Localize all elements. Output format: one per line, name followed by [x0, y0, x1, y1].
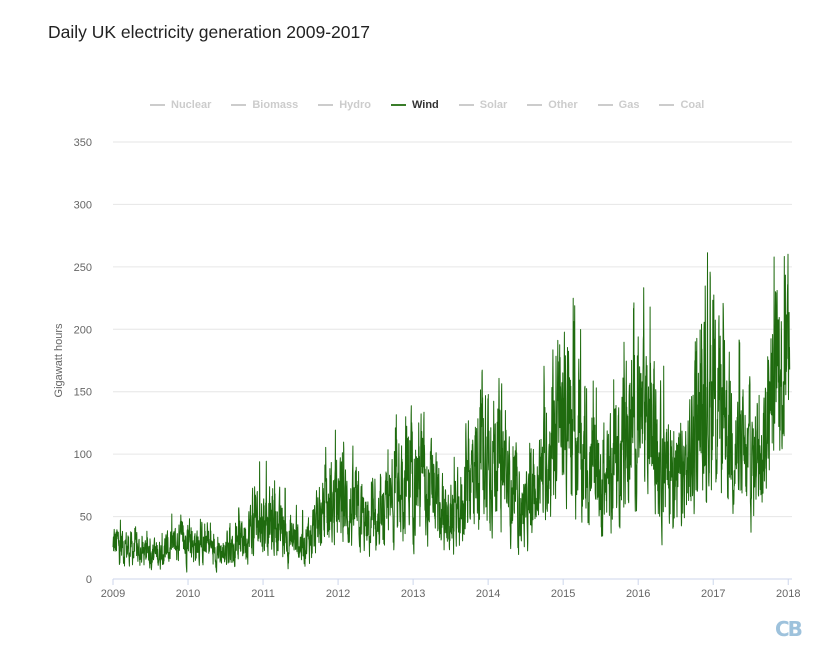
y-tick-label: 0 [86, 574, 92, 586]
y-axis-label: Gigawatt hours [53, 323, 65, 397]
x-tick-label: 2015 [551, 588, 575, 600]
legend-label: Biomass [252, 99, 299, 111]
legend-label: Solar [479, 99, 508, 111]
x-tick-label: 2010 [176, 588, 200, 600]
legend-item-solar[interactable]: Solar [458, 99, 508, 111]
y-tick-label: 300 [74, 199, 92, 211]
x-tick-label: 2014 [476, 588, 500, 600]
legend-swatch [458, 104, 474, 106]
x-tick-label: 2013 [401, 588, 425, 600]
y-tick-label: 200 [74, 324, 92, 336]
x-tick-label: 2016 [626, 588, 650, 600]
legend-item-other[interactable]: Other [527, 99, 578, 111]
y-tick-label: 150 [74, 387, 92, 399]
legend-item-coal[interactable]: Coal [659, 99, 704, 111]
y-tick-label: 100 [74, 449, 92, 461]
x-tick-label: 2011 [251, 588, 275, 600]
x-tick-label: 2009 [101, 588, 125, 600]
carbon-brief-logo: CB [775, 617, 803, 641]
legend-swatch [659, 104, 675, 106]
legend-swatch [527, 104, 543, 106]
legend-swatch [597, 104, 613, 106]
y-tick-label: 250 [74, 262, 92, 274]
legend-swatch [150, 104, 165, 106]
series-line-wind [112, 252, 791, 573]
legend-label: Coal [680, 99, 705, 111]
legend-swatch [231, 104, 247, 106]
y-tick-label: 350 [74, 137, 92, 149]
legend-swatch [391, 104, 406, 106]
legend-label: Nuclear [171, 99, 212, 111]
legend-swatch [318, 104, 334, 106]
legend-item-nuclear[interactable]: Nuclear [150, 99, 211, 111]
x-tick-label: 2017 [701, 588, 725, 600]
legend-label: Wind [412, 99, 439, 111]
x-tick-label: 2018 [776, 588, 800, 600]
legend-label: Other [548, 99, 578, 111]
y-tick-label: 50 [80, 512, 92, 524]
legend-label: Hydro [339, 99, 371, 111]
legend-item-biomass[interactable]: Biomass [231, 99, 298, 111]
legend-item-gas[interactable]: Gas [597, 99, 640, 111]
x-tick-label: 2012 [326, 588, 350, 600]
legend-label: Gas [618, 99, 640, 111]
legend-item-wind[interactable]: Wind [391, 99, 439, 111]
legend-item-hydro[interactable]: Hydro [318, 99, 371, 111]
legend: Nuclear Biomass Hydro Wind Solar Other Gas Coal [150, 99, 704, 111]
chart-title: Daily UK electricity generation 2009-201… [48, 22, 370, 42]
